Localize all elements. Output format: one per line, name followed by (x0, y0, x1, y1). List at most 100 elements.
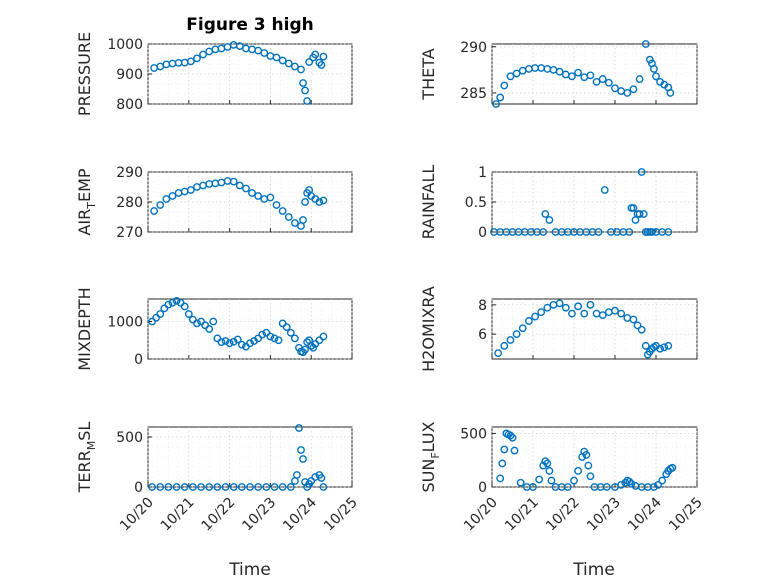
data-point (262, 483, 271, 491)
data-point (525, 317, 533, 325)
data-point (539, 461, 548, 470)
data-point (217, 338, 226, 347)
data-point (319, 483, 328, 491)
data-point (301, 86, 309, 95)
data-point (295, 424, 303, 432)
data-point (584, 461, 593, 470)
y-axis-label: AIRTEMP (75, 168, 98, 235)
x-tick-label: 10/24 (280, 494, 320, 534)
data-point (598, 75, 607, 83)
data-point (561, 303, 570, 312)
y-tick-label: 6 (478, 327, 487, 343)
data-point (164, 300, 173, 309)
data-point (205, 483, 214, 491)
data-point (258, 330, 267, 339)
data-point (563, 483, 572, 491)
data-point (297, 65, 305, 74)
data-point (266, 332, 275, 341)
y-tick-label: 500 (116, 430, 143, 446)
data-point (574, 302, 582, 311)
x-axis-label-left: Time (228, 560, 271, 580)
data-point (186, 186, 195, 194)
data-point (156, 483, 165, 491)
data-point (496, 93, 505, 102)
data-point (512, 69, 521, 78)
subplot-air-temp: 270 280 290 AIRTEMP (75, 165, 353, 241)
data-point (516, 478, 525, 487)
data-point (512, 330, 521, 339)
data-point (582, 450, 591, 459)
data-point (600, 186, 609, 194)
data-point (492, 100, 500, 108)
x-tick-label: 10/20 (461, 495, 501, 535)
data-point (594, 228, 603, 236)
data-point (496, 474, 505, 483)
data-point (156, 201, 165, 209)
data-point (617, 480, 626, 489)
data-point (539, 228, 548, 236)
x-tick-label: 10/25 (321, 495, 361, 535)
data-point (148, 483, 156, 491)
data-point (602, 483, 611, 491)
data-point (570, 476, 578, 485)
data-point (498, 459, 507, 468)
data-point (309, 343, 318, 352)
data-point (180, 483, 189, 491)
data-point (319, 52, 328, 61)
data-point (641, 341, 650, 350)
data-point (518, 324, 527, 333)
data-point (623, 89, 632, 97)
data-point (286, 483, 295, 491)
data-point (199, 50, 207, 59)
data-point (598, 311, 607, 319)
data-point (282, 323, 291, 332)
data-point (270, 334, 279, 343)
data-point (666, 89, 675, 97)
data-point (592, 77, 601, 86)
y-tick-label: 1000 (107, 37, 143, 53)
data-point (297, 446, 305, 454)
data-point (541, 457, 550, 466)
data-point (506, 431, 515, 440)
data-point (150, 207, 159, 215)
data-point (221, 483, 230, 491)
data-point (650, 483, 658, 491)
y-axis-label: SUNFLUX (419, 421, 442, 492)
y-tick-label: 280 (116, 195, 143, 211)
data-point (284, 59, 293, 68)
data-point (278, 483, 287, 491)
data-point (668, 463, 677, 472)
data-point (510, 446, 519, 455)
data-point (656, 344, 664, 353)
data-point (233, 335, 242, 344)
data-point (248, 189, 256, 197)
data-point (299, 216, 307, 224)
subplot-rainfall: 0 0.5 1 RAINFALL (419, 165, 698, 241)
data-point (284, 213, 293, 221)
y-axis-label: PRESSURE (75, 32, 94, 116)
y-tick-label: 290 (460, 40, 487, 56)
data-point (229, 337, 238, 346)
data-point (500, 445, 509, 454)
data-point (186, 57, 195, 66)
subplot-sun-flux: 10/20 10/21 10/22 10/23 10/24 10/25 0 500 SUNFLU… (419, 421, 706, 534)
data-point (168, 298, 177, 307)
data-point (307, 341, 316, 350)
data-point (545, 467, 554, 475)
data-point (180, 302, 189, 311)
data-point (617, 309, 626, 318)
subplot-mixdepth: 0 1000 MIXDEPTH (75, 287, 353, 371)
data-point (168, 192, 177, 200)
data-point (274, 336, 283, 345)
data-point (307, 477, 316, 485)
data-point (625, 477, 634, 486)
x-tick-label: 10/21 (158, 495, 198, 535)
data-point (319, 196, 328, 205)
data-point (586, 71, 595, 80)
data-point (299, 455, 307, 463)
x-axis-label-right: Time (572, 560, 615, 580)
data-point (303, 97, 312, 105)
y-tick-label: 0 (478, 225, 487, 241)
data-point (586, 472, 595, 481)
data-point (543, 459, 552, 468)
